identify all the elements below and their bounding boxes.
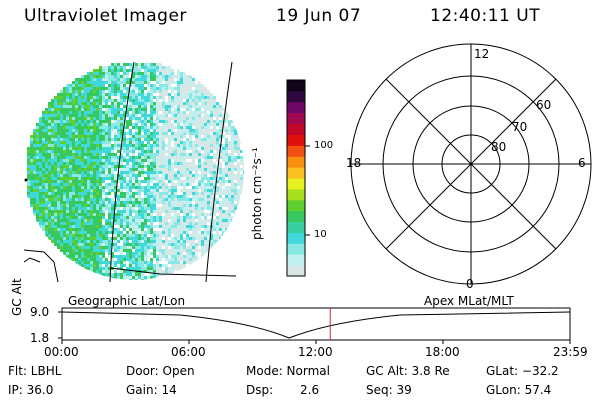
polar-diagonal [385,78,557,250]
apex-label: Apex MLat/MLT [424,294,514,308]
colorbar-tick-label: 10 [314,229,327,240]
lat-label-70: 70 [512,120,528,134]
coastline [24,257,41,263]
y-tick-label: 1.8 [30,331,50,345]
colorbar-swatch [287,101,305,114]
colorbar-swatch [287,188,305,201]
dsp-label: Dsp: [246,383,274,397]
colorbar [287,80,305,277]
gain-value: Gain: 14 [126,383,177,397]
coastline [24,249,59,282]
colorbar-swatch [287,134,305,146]
auroral-image [27,63,244,280]
colorbar-swatch [287,156,305,168]
geographic-label: Geographic Lat/Lon [68,294,186,308]
door-value: Door: Open [126,364,195,378]
colorbar-swatch [287,167,305,179]
seq-value: Seq: 39 [366,383,412,397]
mlt-label-6: 6 [578,156,586,170]
timeline-panel [58,307,571,344]
lat-label-80: 80 [491,140,507,154]
colorbar-swatch [287,254,305,266]
x-tick-label: 18:00 [425,345,460,359]
colorbar-frame [286,79,306,277]
flt-value: Flt: LBHL [8,364,62,378]
x-tick-label: 06:00 [171,345,206,359]
mode-value: Mode: Normal [246,364,330,378]
colorbar-swatch [287,265,305,277]
lat-label-60: 60 [536,98,552,112]
ip-value: IP: 36.0 [8,383,54,397]
mlt-label-12: 12 [474,47,490,61]
gc-alt-value: GC Alt: 3.8 Re [366,364,450,378]
meridian-line [205,61,233,282]
colorbar-swatch [287,178,305,190]
colorbar-swatch [287,199,305,212]
colorbar-swatch [287,232,305,244]
colorbar-swatch [287,112,305,125]
colorbar-swatch [287,145,305,157]
terminator-line [109,267,237,277]
glon-value: GLon: 57.4 [486,383,552,397]
colorbar-swatch [287,243,305,255]
time-label: 12:40:11 UT [430,6,541,26]
mlt-label-0: 0 [466,277,474,291]
colorbar-swatch [287,80,305,92]
instrument-title: Ultraviolet Imager [24,6,187,26]
meridian-line [109,61,135,282]
timeline-frame [61,307,571,341]
colorbar-swatch [287,123,305,135]
glat-value: GLat: −32.2 [486,364,559,378]
mlt-label-18: 18 [346,156,362,170]
colorbar-swatch [287,221,305,233]
date-label: 19 Jun 07 [276,6,362,26]
y-tick-label: 9.0 [30,305,50,319]
x-tick-label: 12:00 [298,345,333,359]
x-tick-label: 00:00 [44,345,79,359]
coastline-dot [24,178,28,182]
colorbar-swatch [287,210,305,223]
colorbar-tick-label: 100 [314,140,334,151]
altitude-curve [61,311,571,339]
dsp-value: 2.6 [300,383,320,397]
colorbar-label: photon cm⁻²s⁻¹ [250,147,264,240]
polar-plot [350,43,592,285]
uv-image-panel [24,61,244,282]
colorbar-swatch [287,90,305,103]
x-tick-label: 23:59 [553,345,588,359]
gc-alt-axis-label: GC Alt [10,278,24,316]
